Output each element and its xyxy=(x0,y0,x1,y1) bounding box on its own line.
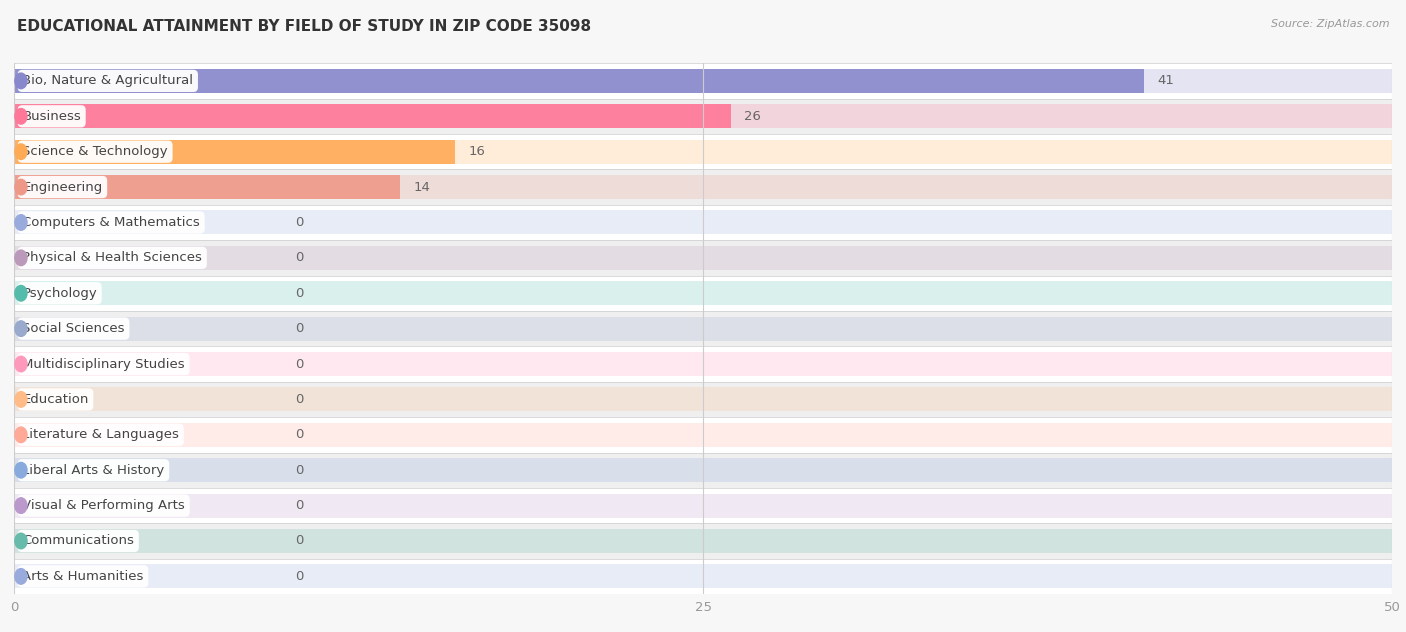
Circle shape xyxy=(15,250,27,265)
Text: Computers & Mathematics: Computers & Mathematics xyxy=(22,216,200,229)
Bar xyxy=(14,417,1392,453)
Text: Education: Education xyxy=(22,393,89,406)
Text: 0: 0 xyxy=(295,322,304,335)
Text: 16: 16 xyxy=(468,145,485,158)
Text: 0: 0 xyxy=(295,428,304,441)
Text: 0: 0 xyxy=(295,216,304,229)
Circle shape xyxy=(15,144,27,159)
Text: 26: 26 xyxy=(744,110,761,123)
Bar xyxy=(14,311,1392,346)
Text: 0: 0 xyxy=(295,358,304,370)
Bar xyxy=(14,352,1392,376)
Text: Arts & Humanities: Arts & Humanities xyxy=(22,570,143,583)
Text: 0: 0 xyxy=(295,287,304,300)
Text: Psychology: Psychology xyxy=(22,287,97,300)
Text: Engineering: Engineering xyxy=(22,181,103,193)
Bar xyxy=(14,69,1392,93)
Circle shape xyxy=(15,179,27,195)
Circle shape xyxy=(15,427,27,442)
Bar xyxy=(14,210,1392,234)
Bar xyxy=(14,564,1392,588)
Bar xyxy=(14,175,399,199)
Bar xyxy=(14,104,731,128)
Text: 0: 0 xyxy=(295,252,304,264)
Circle shape xyxy=(15,109,27,124)
Bar xyxy=(14,382,1392,417)
Circle shape xyxy=(15,286,27,301)
Bar xyxy=(14,69,1144,93)
Bar xyxy=(14,488,1392,523)
Bar xyxy=(14,246,1392,270)
Text: 0: 0 xyxy=(295,570,304,583)
Bar xyxy=(14,346,1392,382)
Circle shape xyxy=(15,73,27,88)
Text: 14: 14 xyxy=(413,181,430,193)
Text: EDUCATIONAL ATTAINMENT BY FIELD OF STUDY IN ZIP CODE 35098: EDUCATIONAL ATTAINMENT BY FIELD OF STUDY… xyxy=(17,19,591,34)
Bar xyxy=(14,387,1392,411)
Bar xyxy=(14,99,1392,134)
Bar xyxy=(14,140,1392,164)
Text: Social Sciences: Social Sciences xyxy=(22,322,125,335)
Circle shape xyxy=(15,463,27,478)
Bar xyxy=(14,104,1392,128)
Bar xyxy=(14,276,1392,311)
Text: Physical & Health Sciences: Physical & Health Sciences xyxy=(22,252,202,264)
Bar xyxy=(14,134,1392,169)
Circle shape xyxy=(15,498,27,513)
Bar xyxy=(14,63,1392,99)
Text: Multidisciplinary Studies: Multidisciplinary Studies xyxy=(22,358,186,370)
Bar xyxy=(14,453,1392,488)
Text: 41: 41 xyxy=(1157,75,1174,87)
Text: Communications: Communications xyxy=(22,535,134,547)
Bar xyxy=(14,523,1392,559)
Text: Visual & Performing Arts: Visual & Performing Arts xyxy=(22,499,186,512)
Text: Literature & Languages: Literature & Languages xyxy=(22,428,179,441)
Text: 0: 0 xyxy=(295,464,304,477)
Bar xyxy=(14,423,1392,447)
Bar xyxy=(14,205,1392,240)
Bar xyxy=(14,240,1392,276)
Bar xyxy=(14,281,1392,305)
Text: Liberal Arts & History: Liberal Arts & History xyxy=(22,464,165,477)
Text: 0: 0 xyxy=(295,499,304,512)
Bar xyxy=(14,494,1392,518)
Text: Business: Business xyxy=(22,110,82,123)
Text: 0: 0 xyxy=(295,535,304,547)
Text: Science & Technology: Science & Technology xyxy=(22,145,167,158)
Bar xyxy=(14,175,1392,199)
Circle shape xyxy=(15,533,27,549)
Bar xyxy=(14,529,1392,553)
Circle shape xyxy=(15,215,27,230)
Circle shape xyxy=(15,321,27,336)
Bar xyxy=(14,317,1392,341)
Circle shape xyxy=(15,356,27,372)
Text: Bio, Nature & Agricultural: Bio, Nature & Agricultural xyxy=(22,75,194,87)
Text: 0: 0 xyxy=(295,393,304,406)
Bar xyxy=(14,140,456,164)
Text: Source: ZipAtlas.com: Source: ZipAtlas.com xyxy=(1271,19,1389,29)
Bar xyxy=(14,169,1392,205)
Circle shape xyxy=(15,392,27,407)
Bar xyxy=(14,559,1392,594)
Circle shape xyxy=(15,569,27,584)
Bar xyxy=(14,458,1392,482)
